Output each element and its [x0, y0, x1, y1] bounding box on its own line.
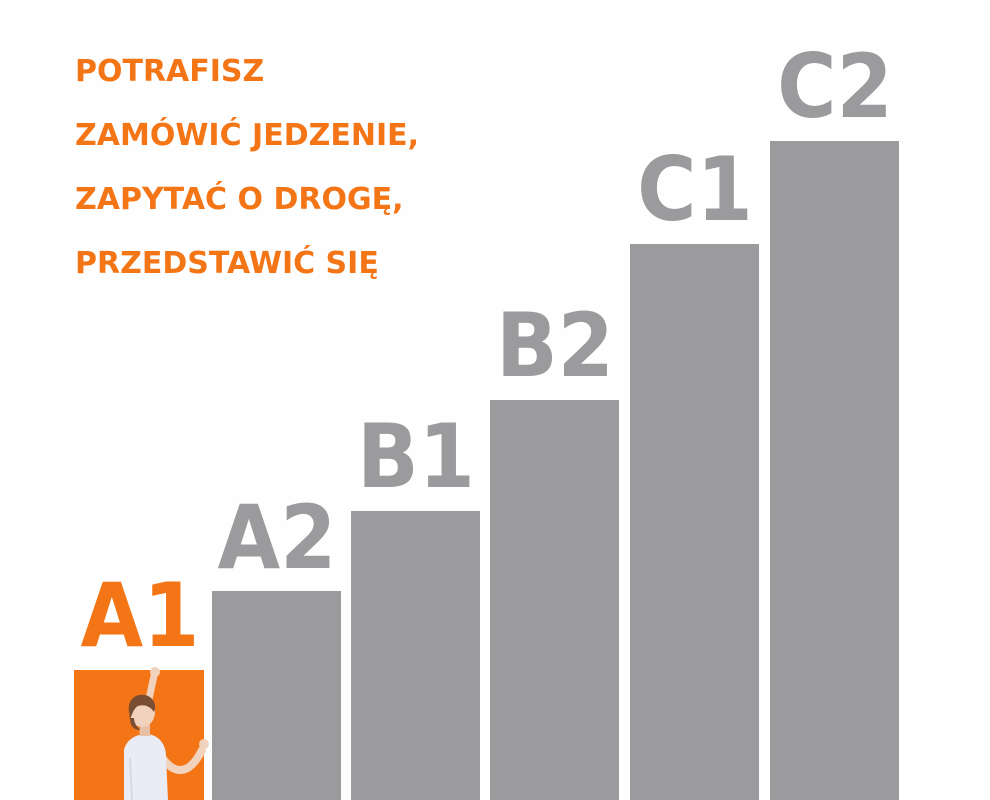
headline-line-4: PRZEDSTAWIĆ SIĘ	[75, 246, 379, 281]
headline-line-3: ZAPYTAĆ O DROGĘ,	[75, 182, 404, 217]
level-label-b1: B1	[356, 405, 476, 508]
level-label-c1: C1	[637, 138, 753, 241]
level-label-a1: A1	[80, 564, 200, 667]
step-b1-block	[351, 511, 480, 800]
headline-line-1: POTRAFISZ	[75, 54, 265, 89]
level-label-b2: B2	[495, 294, 615, 397]
step-c2-block	[770, 141, 899, 800]
headline-line-2: ZAMÓWIĆ JEDZENIE,	[75, 118, 420, 153]
level-label-c2: C2	[777, 35, 893, 138]
headline: POTRAFISZ ZAMÓWIĆ JEDZENIE, ZAPYTAĆ O DR…	[75, 40, 419, 296]
level-label-a2: A2	[217, 486, 337, 589]
step-b2-block	[490, 400, 619, 800]
person-climbing-icon	[124, 667, 209, 800]
step-c1-block	[630, 244, 759, 800]
step-a2-block	[212, 591, 341, 800]
